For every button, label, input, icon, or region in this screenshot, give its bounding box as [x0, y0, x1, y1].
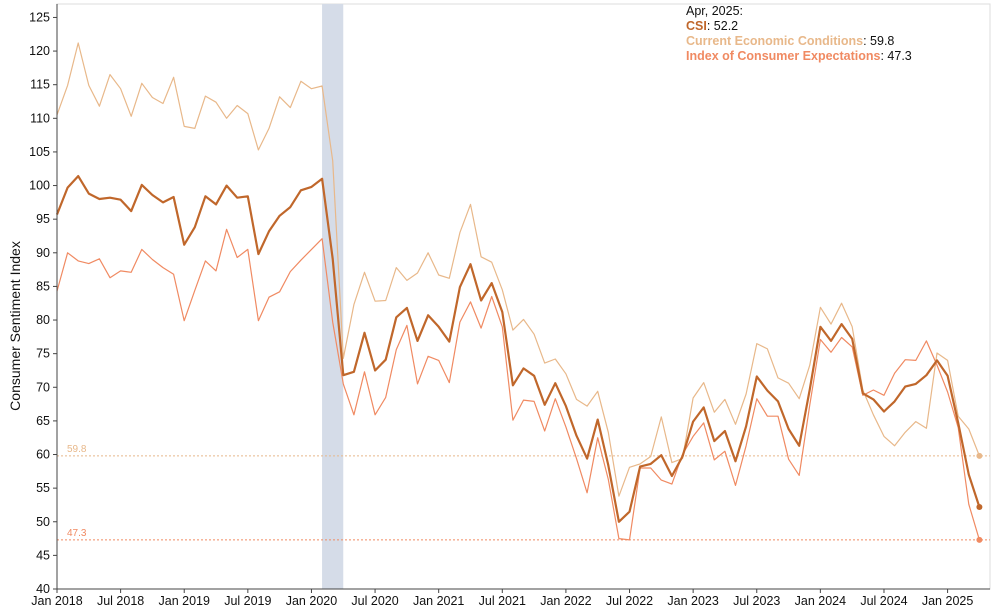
- series-end-marker: [976, 452, 983, 459]
- x-tick-label: Jul 2023: [733, 594, 780, 608]
- y-tick-label: 50: [36, 515, 50, 529]
- reference-line-label: 59.8: [67, 444, 87, 455]
- legend-entry-name: Index of Consumer Expectations: [686, 49, 881, 63]
- y-tick-label: 105: [29, 145, 50, 159]
- x-tick-label: Jan 2023: [667, 594, 718, 608]
- series-line: [56, 228, 980, 541]
- plot-frame: [56, 3, 991, 590]
- recession-band: [322, 4, 344, 589]
- reference-line-layer: 59.8 47.3: [57, 444, 990, 541]
- x-tick-label: Jul 2018: [97, 594, 144, 608]
- series-line: [55, 175, 981, 523]
- axis-layer: 40 45 50 55 60 65 70 75 80 85 90 95 100 105 110 115 120 1…: [29, 4, 990, 608]
- y-tick-label: 70: [36, 380, 50, 394]
- reference-line-label: 47.3: [67, 528, 87, 539]
- y-tick-label: 40: [36, 582, 50, 596]
- x-tick-label: Jan 2019: [159, 594, 210, 608]
- y-tick-label: 75: [36, 347, 50, 361]
- x-tick-label: Jul 2022: [606, 594, 653, 608]
- y-tick-label: 65: [36, 414, 50, 428]
- y-tick-label: 90: [36, 246, 50, 260]
- legend-entry-value: : 52.2: [707, 19, 738, 33]
- series-end-marker: [976, 536, 983, 543]
- x-tick-label: Jan 2024: [795, 594, 846, 608]
- y-tick-label: 125: [29, 10, 50, 24]
- legend-entry-value: : 47.3: [880, 49, 911, 63]
- x-tick-label: Jan 2025: [922, 594, 973, 608]
- x-tick-label: Jul 2019: [224, 594, 271, 608]
- y-tick-label: 85: [36, 279, 50, 293]
- legend-entry: Current Economic Conditions: 59.8: [686, 34, 894, 48]
- legend-entry: CSI: 52.2: [686, 19, 738, 33]
- x-tick-label: Jul 2021: [479, 594, 526, 608]
- recession-band-layer: [322, 4, 344, 589]
- y-tick-label: 60: [36, 448, 50, 462]
- series-line: [56, 42, 980, 497]
- legend-entry: Index of Consumer Expectations: 47.3: [686, 49, 912, 63]
- y-tick-label: 110: [30, 111, 50, 125]
- legend-date: Apr, 2025:: [686, 4, 743, 18]
- x-tick-label: Jan 2021: [413, 594, 464, 608]
- y-tick-label: 115: [30, 78, 50, 92]
- y-tick-label: 120: [29, 44, 50, 58]
- x-tick-label: Jan 2020: [286, 594, 337, 608]
- y-tick-label: 45: [36, 548, 50, 562]
- x-tick-label: Jul 2020: [351, 594, 398, 608]
- series-layer: [55, 42, 983, 543]
- y-tick-label: 55: [36, 481, 50, 495]
- series-end-marker: [976, 503, 983, 510]
- y-tick-label: 100: [29, 179, 50, 193]
- legend-entry-name: CSI: [686, 19, 707, 33]
- y-tick-label: 80: [36, 313, 50, 327]
- legend-entry-value: : 59.8: [863, 34, 894, 48]
- plot-area: [56, 3, 991, 590]
- x-tick-label: Jan 2018: [31, 594, 82, 608]
- y-axis-label: Consumer Sentiment Index: [7, 241, 23, 411]
- y-tick-label: 95: [36, 212, 50, 226]
- x-tick-label: Jul 2024: [860, 594, 907, 608]
- legend-entry-name: Current Economic Conditions: [686, 34, 863, 48]
- x-tick-label: Jan 2022: [540, 594, 591, 608]
